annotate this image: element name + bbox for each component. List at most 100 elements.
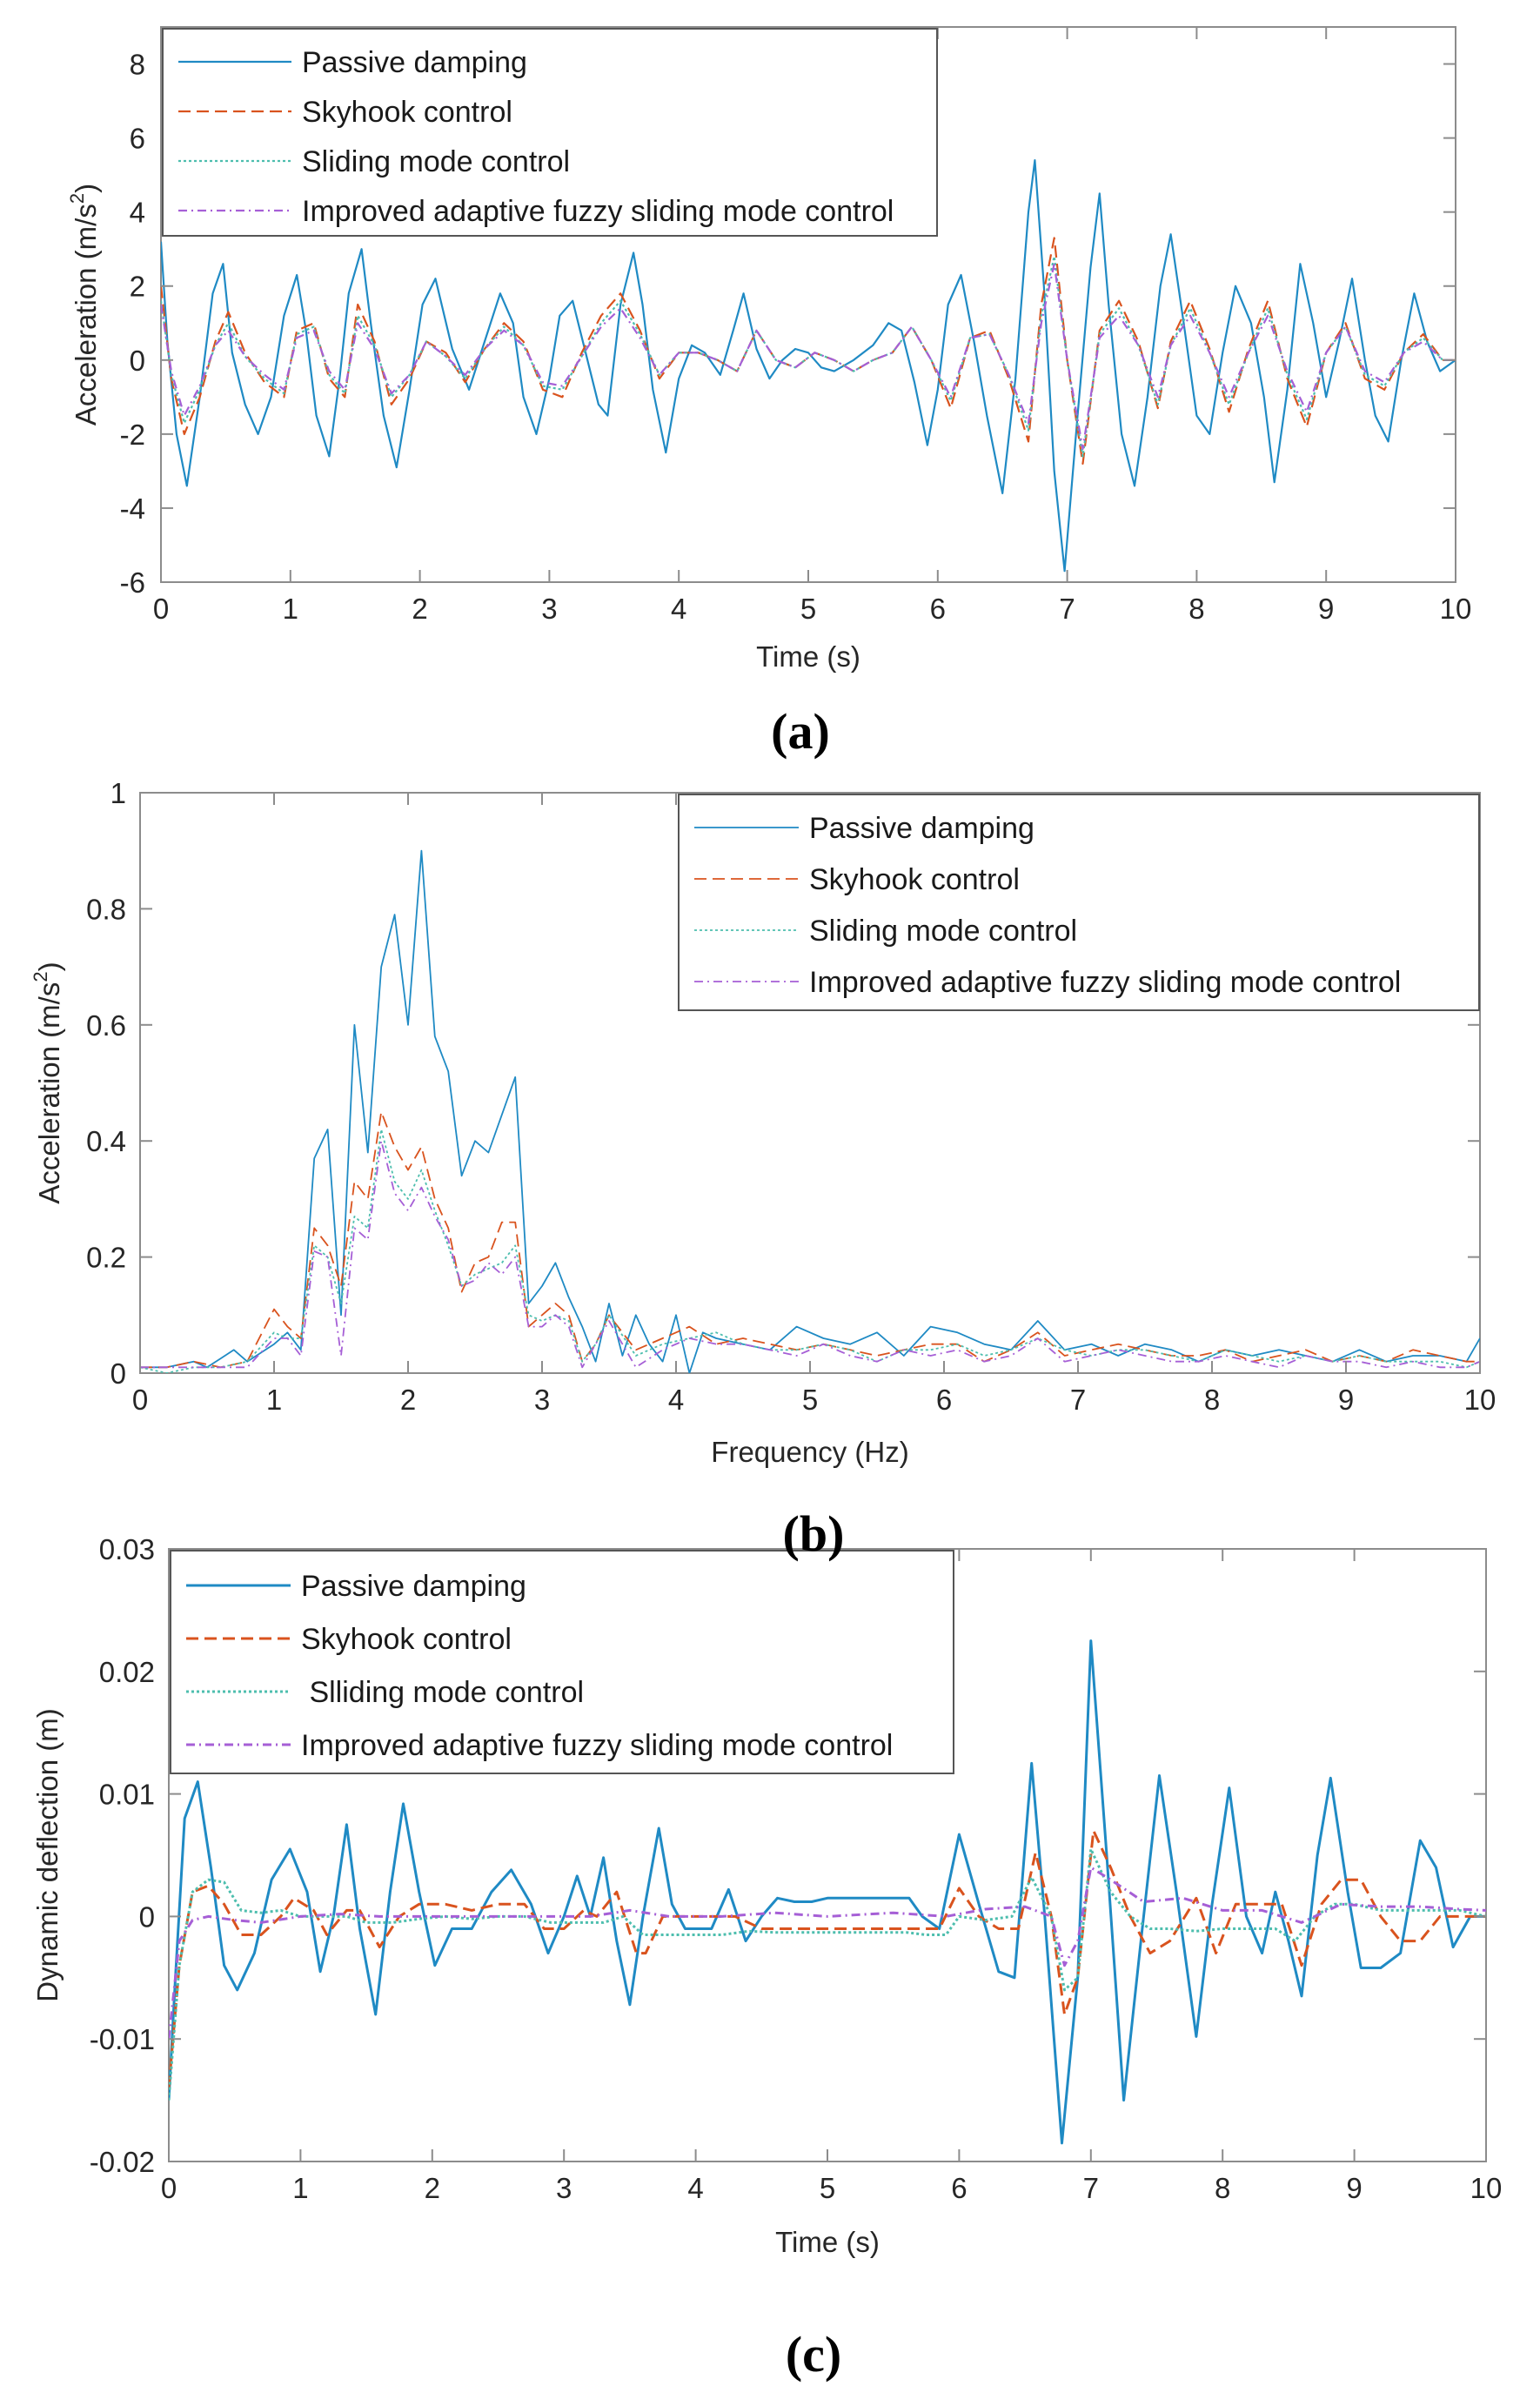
x-tick-label: 5 [820,2172,835,2204]
y-axis-label-superscript: 2 [30,971,51,982]
y-axis-label: Dynamic deflection (m) [31,1708,64,2001]
legend-box [170,1550,954,1774]
x-tick-label: 8 [1188,593,1204,625]
y-tick-label: 6 [130,123,145,155]
y-axis-label-main: Acceleration (m/s [33,982,65,1204]
x-tick-label: 4 [668,1384,684,1416]
y-tick-label: 0.8 [86,893,126,925]
legend: Passive damping Skyhook control Sliding mo… [678,794,1480,1011]
y-tick-label: 2 [130,271,145,303]
x-tick-label: 9 [1338,1384,1354,1416]
y-tick-label: -0.02 [90,2146,155,2178]
x-tick-label: 2 [400,1384,416,1416]
series-line-sliding [161,255,1456,458]
x-tick-label: 0 [132,1384,148,1416]
x-tick-label: 8 [1204,1384,1220,1416]
legend-label: Sliding mode control [809,915,1077,948]
chart-a: 0 1 2 3 4 5 6 7 8 9 10 -6 -4 -2 0 2 4 6 8 Time (s) Accelerat… [66,26,1472,673]
series-line-fuzzy [169,1866,1486,2040]
x-axis-label: Time (s) [756,640,860,673]
legend-label: Skyhook control [809,863,1020,896]
y-tick-label: 1 [110,777,126,809]
y-tick-label: 0 [110,1357,126,1390]
legend-label: Passive damping [301,1570,526,1603]
y-tick-label: -6 [120,566,145,599]
series-group [140,849,1480,1373]
y-tick-label: 0.4 [86,1125,126,1157]
y-axis-label: Acceleration (m/s2) [30,962,65,1203]
y-axis-label-main: Dynamic deflection (m) [31,1708,64,2001]
y-tick-label: -2 [120,419,145,451]
y-tick-label: 8 [130,49,145,81]
y-tick-label: 4 [130,197,145,229]
x-tick-label: 3 [541,593,557,625]
series-line-passive [161,159,1456,573]
y-axis-label-end: ) [70,184,102,193]
x-tick-label: 10 [1470,2172,1503,2204]
series-line-skyhook [169,1829,1486,2088]
x-tick-label: 6 [930,593,946,625]
legend-label: Sliding mode control [302,145,570,178]
x-tick-label: 1 [283,593,298,625]
x-tick-label: 7 [1059,593,1075,625]
series-line-fuzzy [161,263,1456,451]
legend-label: Passive damping [809,812,1034,845]
x-tick-label: 4 [687,2172,703,2204]
x-tick-label: 6 [936,1384,952,1416]
x-tick-label: 3 [556,2172,572,2204]
series-line-fuzzy [140,1140,1480,1369]
y-tick-label: 0.6 [86,1009,126,1042]
x-tick-label: 0 [153,593,169,625]
x-axis-label: Frequency (Hz) [711,1436,908,1468]
x-tick-label: 7 [1083,2172,1099,2204]
series-line-sliding [140,1129,1480,1373]
x-tick-label: 3 [534,1384,550,1416]
series-group [169,1639,1486,2145]
caption-a: (a) [771,703,830,760]
y-tick-label: 0.02 [99,1656,155,1688]
x-tick-label: 4 [671,593,686,625]
legend: Passive damping Skyhook control Slliding … [170,1550,954,1774]
legend-label: Skyhook control [301,1623,512,1656]
y-tick-label: 0.2 [86,1242,126,1274]
series-group [161,159,1456,573]
x-tick-label: 9 [1318,593,1334,625]
x-tick-label: 5 [800,593,816,625]
x-tick-label: 8 [1215,2172,1230,2204]
x-tick-label: 5 [802,1384,818,1416]
x-tick-label: 2 [425,2172,440,2204]
y-tick-label: -0.01 [90,2023,155,2055]
legend-box [678,794,1480,1011]
y-tick-label: 0 [139,1900,155,1933]
y-axis-label-superscript: 2 [66,193,88,204]
series-line-skyhook [161,237,1456,466]
x-tick-label: 0 [161,2172,177,2204]
legend-box [162,28,938,237]
legend-label: Improved adaptive fuzzy sliding mode con… [302,195,894,228]
legend-label: Slliding mode control [301,1676,584,1709]
y-tick-label: 0 [130,345,145,377]
y-tick-label: 0.03 [99,1533,155,1565]
caption-b: (b) [783,1505,845,1562]
x-tick-label: 1 [266,1384,282,1416]
x-tick-label: 10 [1464,1384,1496,1416]
chart-c: 0 1 2 3 4 5 6 7 8 9 10 -0.02 -0.01 0 0.01 0.02 0.03 Time … [31,1533,1502,2258]
legend-label: Skyhook control [302,96,512,129]
y-axis-label-end: ) [33,962,65,971]
series-line-passive [169,1639,1486,2145]
y-axis-label: Acceleration (m/s2) [66,184,102,426]
x-tick-label: 9 [1346,2172,1362,2204]
legend-label: Improved adaptive fuzzy sliding mode con… [301,1729,893,1762]
x-tick-label: 6 [951,2172,967,2204]
legend-label: Passive damping [302,46,527,79]
legend: Passive damping Skyhook control Sliding mo… [162,28,938,237]
x-tick-label: 7 [1070,1384,1086,1416]
x-tick-label: 10 [1440,593,1472,625]
legend-label: Improved adaptive fuzzy sliding mode con… [809,966,1401,999]
y-axis-label-main: Acceleration (m/s [70,204,102,426]
x-axis-label: Time (s) [775,2226,880,2258]
y-tick-label: 0.01 [99,1779,155,1811]
x-tick-label: 2 [412,593,427,625]
y-tick-label: -4 [120,493,145,525]
